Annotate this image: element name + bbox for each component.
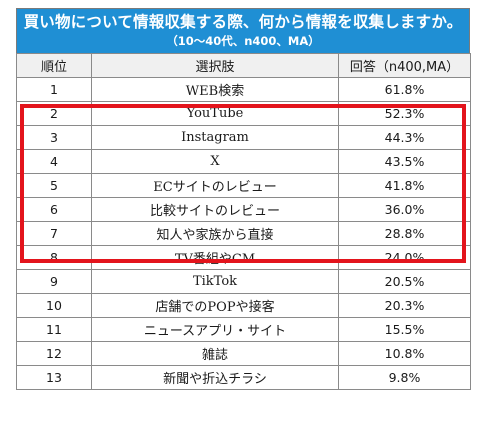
column-header-row: 順位 選択肢 回答（n400,MA） <box>16 53 471 78</box>
choice-cell: ECサイトのレビュー <box>91 173 339 198</box>
rank-cell: 8 <box>16 245 92 270</box>
rank-cell: 5 <box>16 173 92 198</box>
column-header-choice: 選択肢 <box>91 53 339 78</box>
rank-cell: 13 <box>16 365 92 390</box>
rank-cell: 2 <box>16 101 92 126</box>
choice-cell: 比較サイトのレビュー <box>91 197 339 222</box>
choice-cell: WEB検索 <box>91 77 339 102</box>
rank-cell: 1 <box>16 77 92 102</box>
choice-cell: TV番組やCM <box>91 245 339 270</box>
choice-cell: 雑誌 <box>91 341 339 366</box>
percent-cell: 20.5% <box>338 269 471 294</box>
table-row: 12 雑誌 10.8% <box>16 341 471 366</box>
table-row: 11 ニュースアプリ・サイト 15.5% <box>16 317 471 342</box>
table-row: 2 YouTube 52.3% <box>16 101 471 126</box>
percent-cell: 52.3% <box>338 101 471 126</box>
table-header-banner: 買い物について情報収集する際、何から情報を収集しますか。 （10～40代、n40… <box>16 8 470 53</box>
percent-cell: 9.8% <box>338 365 471 390</box>
choice-cell: X <box>91 149 339 174</box>
survey-table-container: 買い物について情報収集する際、何から情報を収集しますか。 （10～40代、n40… <box>16 8 471 390</box>
rank-cell: 12 <box>16 341 92 366</box>
percent-cell: 36.0% <box>338 197 471 222</box>
percent-cell: 43.5% <box>338 149 471 174</box>
table-row: 5 ECサイトのレビュー 41.8% <box>16 173 471 198</box>
table-row: 1 WEB検索 61.8% <box>16 77 471 102</box>
percent-cell: 28.8% <box>338 221 471 246</box>
percent-cell: 44.3% <box>338 125 471 150</box>
table-row: 8 TV番組やCM 24.0% <box>16 245 471 270</box>
table-row: 3 Instagram 44.3% <box>16 125 471 150</box>
table-row: 7 知人や家族から直接 28.8% <box>16 221 471 246</box>
percent-cell: 24.0% <box>338 245 471 270</box>
table-row: 4 X 43.5% <box>16 149 471 174</box>
choice-cell: TikTok <box>91 269 339 294</box>
survey-question: 買い物について情報収集する際、何から情報を収集しますか。 <box>23 13 463 31</box>
table-row: 9 TikTok 20.5% <box>16 269 471 294</box>
rank-cell: 6 <box>16 197 92 222</box>
column-header-rank: 順位 <box>16 53 92 78</box>
choice-cell: 店舗でのPOPや接客 <box>91 293 339 318</box>
choice-cell: 新聞や折込チラシ <box>91 365 339 390</box>
choice-cell: YouTube <box>91 101 339 126</box>
column-header-percent: 回答（n400,MA） <box>338 53 471 78</box>
choice-cell: Instagram <box>91 125 339 150</box>
rank-cell: 4 <box>16 149 92 174</box>
percent-cell: 61.8% <box>338 77 471 102</box>
rank-cell: 9 <box>16 269 92 294</box>
table-row: 10 店舗でのPOPや接客 20.3% <box>16 293 471 318</box>
choice-cell: ニュースアプリ・サイト <box>91 317 339 342</box>
choice-cell: 知人や家族から直接 <box>91 221 339 246</box>
percent-cell: 20.3% <box>338 293 471 318</box>
table-row: 13 新聞や折込チラシ 9.8% <box>16 365 471 390</box>
rank-cell: 11 <box>16 317 92 342</box>
ranking-table: 順位 選択肢 回答（n400,MA） 1 WEB検索 61.8% 2 YouTube 52… <box>16 53 471 390</box>
percent-cell: 41.8% <box>338 173 471 198</box>
rank-cell: 10 <box>16 293 92 318</box>
table-row: 6 比較サイトのレビュー 36.0% <box>16 197 471 222</box>
rank-cell: 3 <box>16 125 92 150</box>
percent-cell: 10.8% <box>338 341 471 366</box>
percent-cell: 15.5% <box>338 317 471 342</box>
survey-subtitle: （10～40代、n400、MA） <box>166 34 320 48</box>
rank-cell: 7 <box>16 221 92 246</box>
